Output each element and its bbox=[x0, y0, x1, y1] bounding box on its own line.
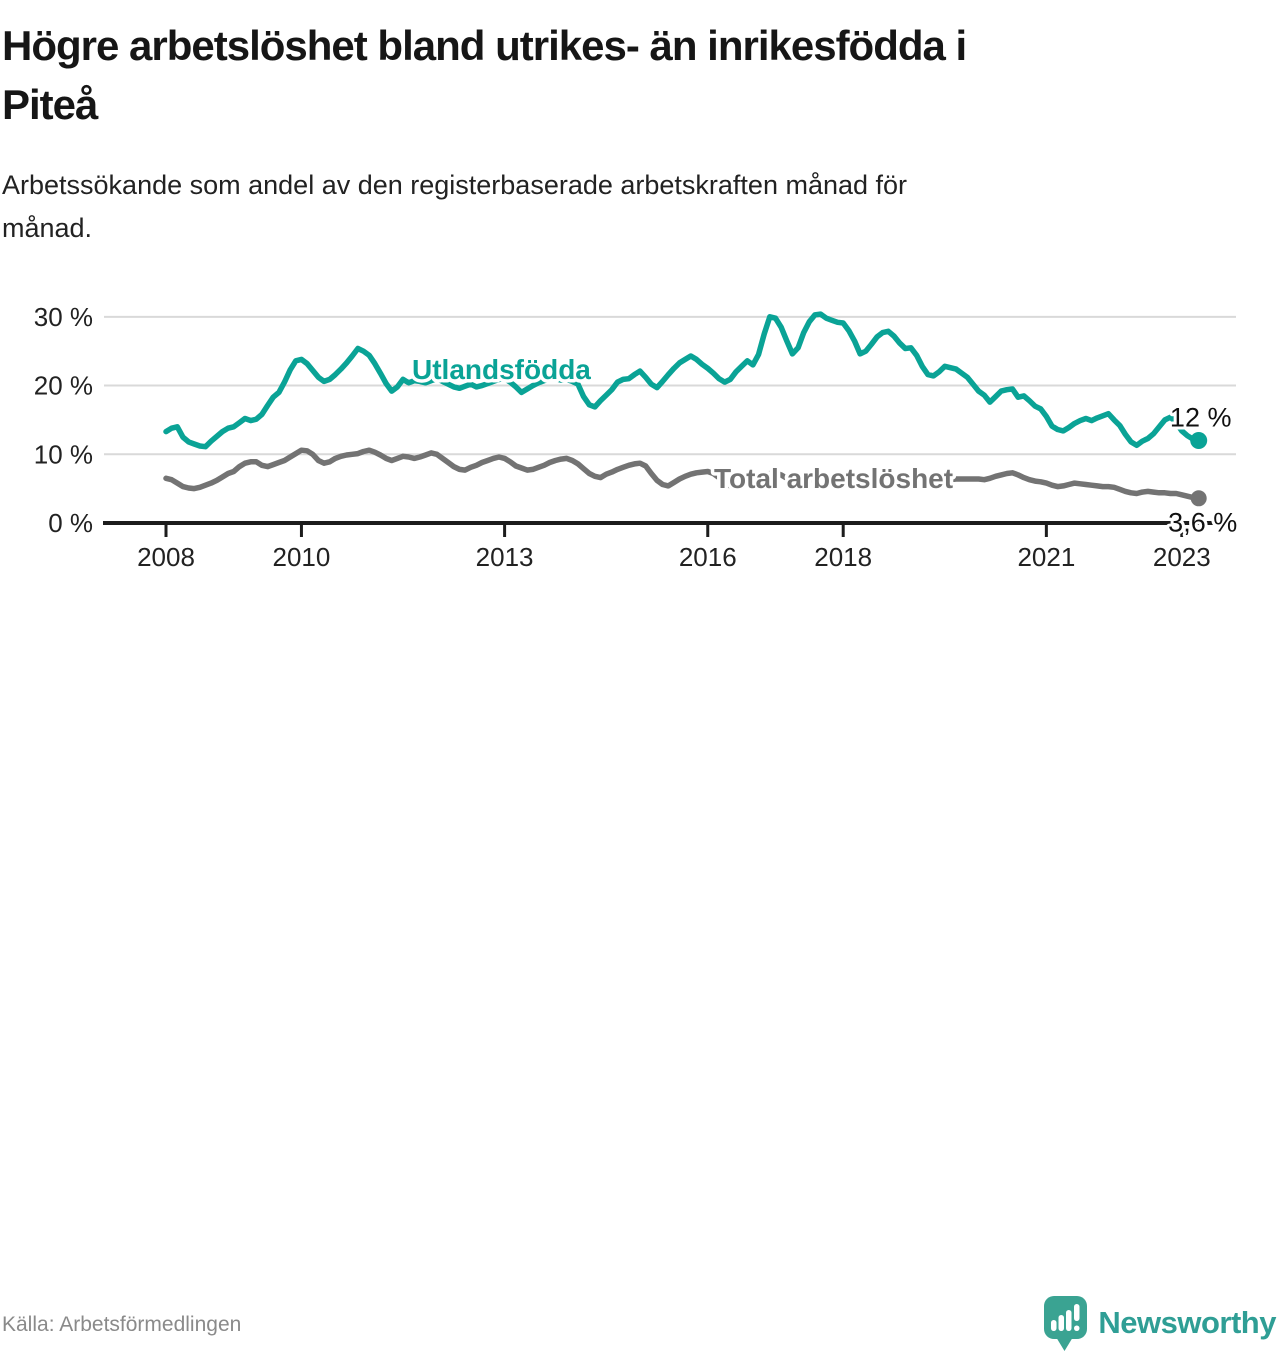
chart-title-line-1: Högre arbetslöshet bland utrikes- än inr… bbox=[2, 22, 967, 69]
series-end-dot-total bbox=[1190, 490, 1207, 507]
series-line-total-arbetsloshet bbox=[163, 447, 1202, 502]
series-label-total-arbetsloshet: Total arbetslöshet bbox=[714, 463, 953, 494]
chart-subtitle: Arbetssökande som andel av den registerb… bbox=[2, 164, 907, 250]
gridline-layer bbox=[104, 315, 1236, 456]
y-axis-label-10: 10 % bbox=[34, 439, 93, 469]
footer: Källa: Arbetsförmedlingen Newsworthy bbox=[0, 645, 1280, 1351]
logo-exclamation-bar bbox=[1074, 1303, 1080, 1321]
x-tick-layer: 2008 2010 2013 2016 2018 2021 2023 bbox=[137, 525, 1211, 572]
x-axis-label-2008: 2008 bbox=[137, 542, 195, 572]
chart-subtitle-line-2: månad. bbox=[2, 213, 93, 243]
logo-bar-small bbox=[1051, 1319, 1057, 1331]
line-chart-canvas: 2008 2010 2013 2016 2018 2021 2023 0 % 10 % 20 %… bbox=[34, 302, 1240, 572]
newsworthy-brand: Newsworthy bbox=[1043, 1293, 1276, 1353]
y-tick-label-layer: 0 % 10 % 20 % 30 % bbox=[34, 302, 93, 538]
chart-title: Högre arbetslöshet bland utrikes- än inr… bbox=[2, 16, 967, 134]
logo-bar-medium bbox=[1058, 1314, 1065, 1331]
series-line-utlandsfodda bbox=[163, 311, 1202, 450]
x-axis-label-2021: 2021 bbox=[1017, 542, 1075, 572]
x-axis-label-2023: 2023 bbox=[1153, 542, 1211, 572]
end-value-label-total: 3,6 % bbox=[1168, 507, 1237, 537]
newsworthy-wordmark: Newsworthy bbox=[1098, 1305, 1276, 1340]
logo-bar-large bbox=[1066, 1309, 1072, 1331]
x-axis-label-2018: 2018 bbox=[814, 542, 872, 572]
source-attribution: Källa: Arbetsförmedlingen bbox=[2, 1313, 242, 1336]
logo-exclamation-dot bbox=[1074, 1325, 1080, 1331]
end-value-label-utlandsfodda: 12 % bbox=[1170, 403, 1232, 433]
line-chart: 2008 2010 2013 2016 2018 2021 2023 0 % 10 % 20 %… bbox=[0, 293, 1280, 583]
series-label-utlandsfodda: Utlandsfödda bbox=[412, 354, 591, 385]
y-axis-label-0: 0 % bbox=[48, 508, 93, 538]
x-axis-label-2013: 2013 bbox=[476, 542, 534, 572]
x-axis-label-2010: 2010 bbox=[273, 542, 331, 572]
newsworthy-logo-icon bbox=[1044, 1295, 1088, 1351]
y-axis-label-20: 20 % bbox=[34, 371, 93, 401]
y-axis-label-30: 30 % bbox=[34, 302, 93, 332]
chart-title-line-2: Piteå bbox=[2, 81, 98, 128]
series-end-dot-utlandsfodda bbox=[1190, 432, 1208, 449]
chart-subtitle-line-1: Arbetssökande som andel av den registerb… bbox=[2, 170, 908, 200]
x-axis-label-2016: 2016 bbox=[679, 542, 737, 572]
